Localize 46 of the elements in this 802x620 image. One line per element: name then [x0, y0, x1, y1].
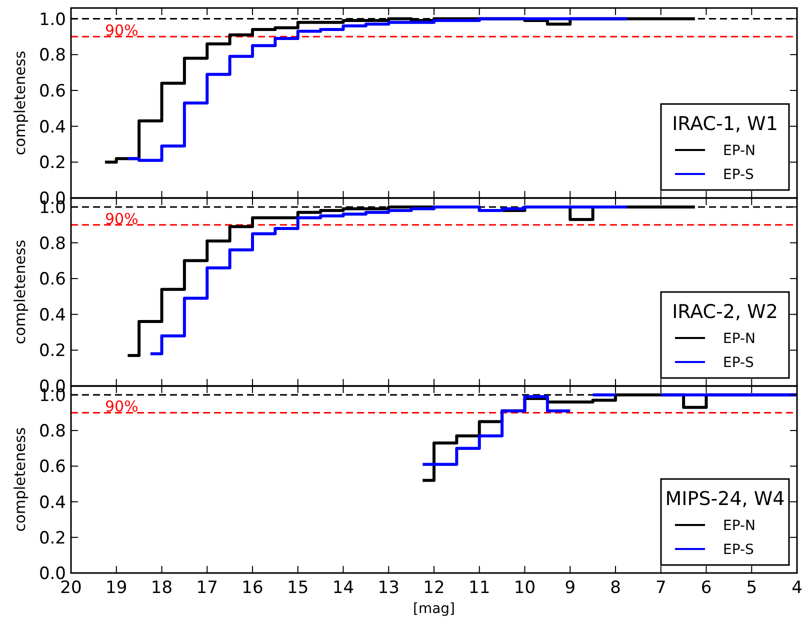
legend-label: EP-S [723, 542, 754, 558]
x-tick-label: 12 [423, 578, 445, 598]
x-tick-label: 14 [332, 578, 354, 598]
y-tick-label: 0.8 [38, 422, 66, 442]
x-tick-label: 8 [610, 578, 621, 598]
legend-title: IRAC-2, W2 [672, 301, 778, 323]
legend-label: EP-N [723, 143, 756, 159]
x-tick-label: 15 [287, 578, 309, 598]
y-tick-label: 0.4 [38, 305, 66, 326]
y-tick-label: 1.0 [38, 10, 66, 30]
y-tick-label: 0.2 [38, 341, 66, 362]
y-tick-label: 0.6 [38, 81, 66, 102]
ref-line-label: 90% [105, 22, 138, 40]
legend-label: EP-S [723, 167, 754, 183]
x-tick-label: 17 [196, 578, 218, 598]
x-tick-label: 6 [700, 578, 712, 598]
x-tick-label: 20 [60, 578, 82, 598]
y-tick-label: 0.8 [38, 46, 66, 66]
y-tick-label: 0.2 [38, 528, 66, 548]
y-tick-label: 0.6 [38, 457, 66, 478]
y-axis-title: completeness [11, 240, 29, 344]
y-axis-title: completeness [11, 50, 29, 156]
x-tick-label: 7 [655, 578, 666, 598]
x-tick-label: 13 [378, 578, 400, 598]
x-tick-label: 10 [514, 578, 536, 598]
x-tick-label: 16 [242, 578, 264, 598]
y-tick-label: 0.4 [38, 117, 66, 138]
x-axis-title: [mag] [412, 601, 456, 617]
x-tick-label: 19 [106, 578, 128, 598]
y-tick-label: 0.6 [38, 270, 66, 290]
ref-line-label: 90% [105, 398, 138, 416]
x-tick-label: 4 [792, 578, 802, 598]
y-tick-label: 0.2 [38, 153, 66, 174]
ref-line-label: 90% [105, 210, 138, 228]
x-tick-label: 5 [746, 578, 758, 598]
y-tick-label: 0.4 [38, 492, 66, 513]
x-tick-label: 18 [150, 578, 173, 598]
y-axis-title: completeness [11, 427, 29, 532]
x-tick-label: 9 [564, 578, 576, 598]
legend-label: EP-N [723, 331, 756, 347]
legend-title: IRAC-1, W1 [672, 113, 778, 135]
legend-label: EP-S [723, 355, 754, 371]
y-tick-label: 0.8 [38, 234, 66, 254]
x-tick-label: 11 [468, 578, 490, 598]
legend-title: MIPS-24, W4 [665, 488, 785, 510]
legend-label: EP-N [723, 518, 756, 534]
